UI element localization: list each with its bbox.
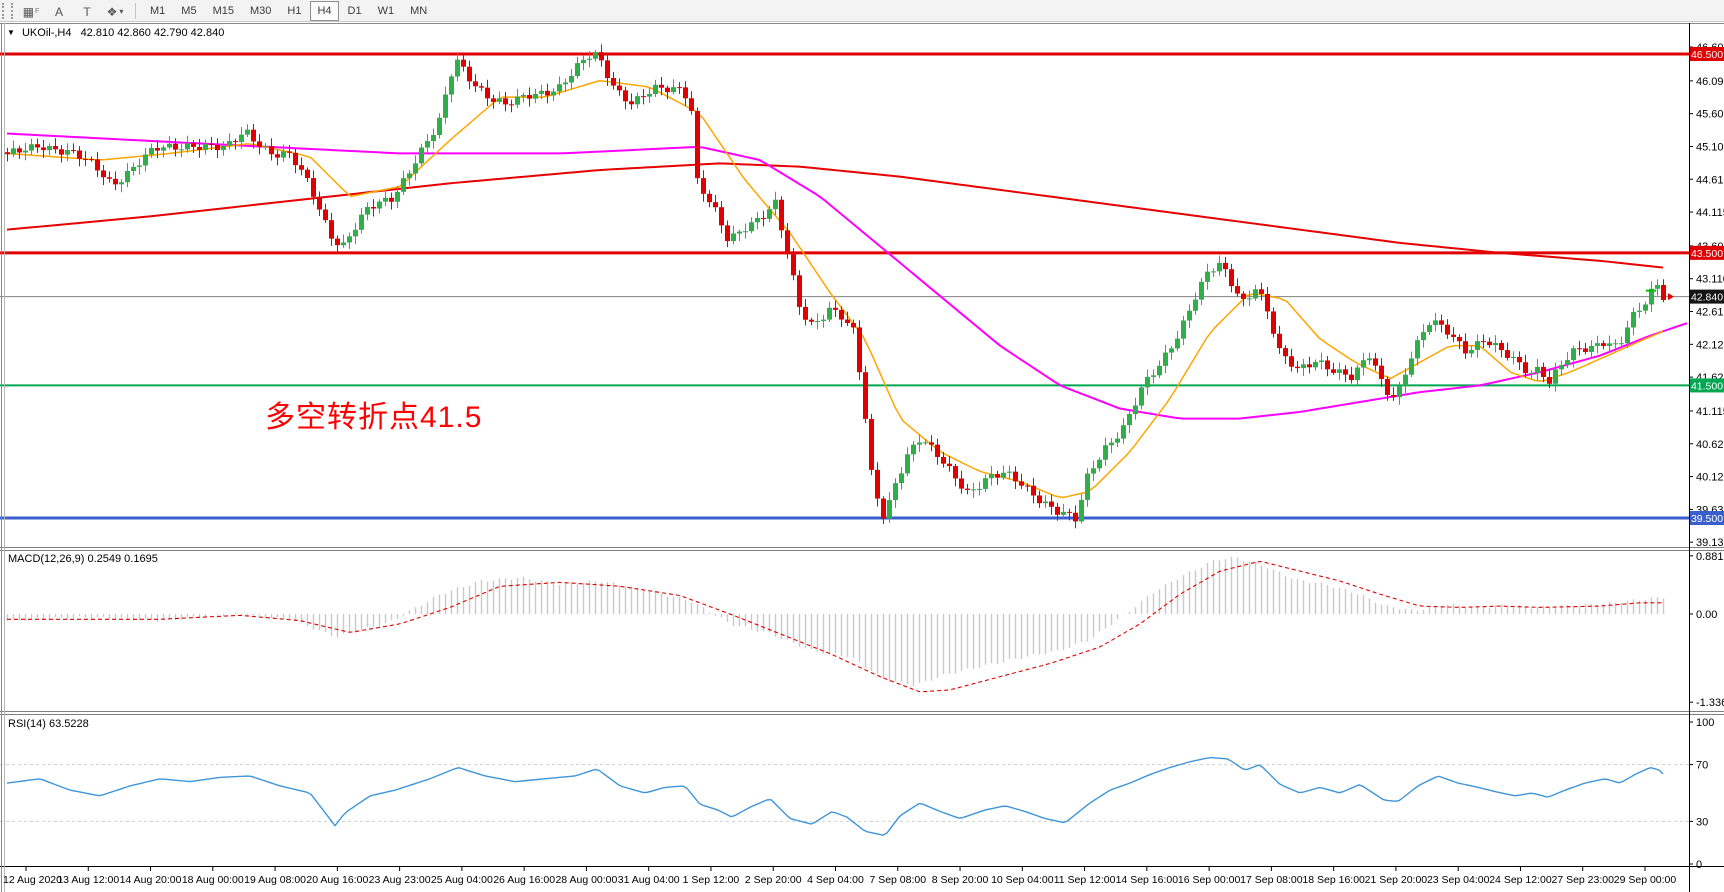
svg-text:46.095: 46.095: [1696, 76, 1724, 88]
svg-text:-1.3368: -1.3368: [1696, 697, 1724, 709]
timeframe-button-h4[interactable]: H4: [310, 0, 339, 21]
svg-text:19 Aug 08:00: 19 Aug 08:00: [244, 874, 306, 886]
toolbar-tools-group: ▦ F A T ❖ ▾: [17, 2, 129, 20]
svg-text:4 Sep 04:00: 4 Sep 04:00: [807, 874, 864, 886]
timeframe-button-mn[interactable]: MN: [410, 4, 428, 17]
svg-text:43.500: 43.500: [1691, 248, 1723, 260]
ma-fast-orange: [6, 80, 1664, 499]
svg-text:16 Sep 00:00: 16 Sep 00:00: [1178, 874, 1241, 886]
svg-text:11 Sep 12:00: 11 Sep 12:00: [1054, 874, 1116, 886]
svg-text:30: 30: [1696, 816, 1708, 828]
svg-text:28 Aug 00:00: 28 Aug 00:00: [555, 874, 617, 886]
timeframe-button-w1[interactable]: W1: [377, 4, 395, 17]
svg-text:2 Sep 20:00: 2 Sep 20:00: [745, 874, 802, 886]
svg-text:46.500: 46.500: [1691, 49, 1723, 61]
svg-text:45.105: 45.105: [1696, 141, 1724, 153]
svg-text:70: 70: [1696, 760, 1708, 772]
shapes-tool-icon[interactable]: ❖ ▾: [106, 4, 124, 19]
macd-pane[interactable]: [6, 556, 1665, 693]
chart-annotation-text: 多空转折点41.5: [265, 401, 483, 434]
candlesticks: [5, 44, 1666, 529]
svg-text:23 Sep 04:00: 23 Sep 04:00: [1427, 874, 1490, 886]
svg-text:10 Sep 04:00: 10 Sep 04:00: [991, 874, 1054, 886]
timeframe-button-h1[interactable]: H1: [287, 4, 302, 17]
text-tool-icon[interactable]: T: [83, 4, 91, 19]
svg-text:26 Aug 16:00: 26 Aug 16:00: [493, 874, 555, 886]
svg-text:41.500: 41.500: [1691, 380, 1723, 392]
timeframe-button-m5[interactable]: M5: [181, 4, 197, 17]
timeframe-button-m1[interactable]: M1: [150, 4, 166, 17]
svg-text:41.115: 41.115: [1696, 406, 1724, 418]
ma-mid-magenta: [6, 132, 1688, 420]
timeframe-button-m30[interactable]: M30: [249, 4, 272, 17]
svg-text:14 Aug 20:00: 14 Aug 20:00: [120, 874, 182, 886]
svg-text:42.840: 42.840: [1691, 292, 1723, 304]
chart-grid-tool-icon[interactable]: ▦ F: [22, 4, 40, 19]
rsi-indicator-label: RSI(14) 63.5228: [8, 718, 89, 730]
svg-text:43.110: 43.110: [1696, 274, 1724, 286]
svg-text:12 Aug 2020: 12 Aug 2020: [3, 874, 62, 886]
collapse-arrow-icon[interactable]: ▼: [7, 28, 15, 37]
ma-slow-red: [6, 162, 1664, 269]
svg-text:44.115: 44.115: [1696, 207, 1724, 219]
svg-text:39.500: 39.500: [1691, 513, 1723, 525]
macd-signal-line: [7, 560, 1664, 693]
svg-text:8 Sep 20:00: 8 Sep 20:00: [932, 874, 989, 886]
rsi-line: [6, 756, 1664, 836]
svg-text:18 Sep 16:00: 18 Sep 16:00: [1302, 874, 1365, 886]
svg-text:20 Aug 16:00: 20 Aug 16:00: [306, 874, 368, 886]
svg-text:21 Sep 20:00: 21 Sep 20:00: [1365, 874, 1428, 886]
price-axis[interactable]: 46.60546.09545.60045.10544.61044.11543.6…: [1689, 42, 1724, 549]
svg-text:0.8812: 0.8812: [1696, 551, 1724, 563]
timeframe-button-m15[interactable]: M15: [212, 4, 234, 17]
svg-text:0.00: 0.00: [1696, 609, 1717, 621]
toolbar-separator: [135, 2, 136, 19]
svg-text:45.600: 45.600: [1696, 109, 1724, 121]
chart-title: ▼ UKOil-,H4 42.810 42.860 42.790 42.840: [7, 27, 224, 39]
svg-text:23 Aug 23:00: 23 Aug 23:00: [369, 874, 431, 886]
svg-text:18 Aug 00:00: 18 Aug 00:00: [182, 874, 244, 886]
svg-text:29 Sep 00:00: 29 Sep 00:00: [1614, 874, 1677, 886]
svg-text:31 Aug 04:00: 31 Aug 04:00: [618, 874, 680, 886]
macd-indicator-label: MACD(12,26,9) 0.2549 0.1695: [8, 553, 158, 565]
rsi-pane[interactable]: [0, 756, 1689, 836]
svg-text:100: 100: [1696, 717, 1714, 729]
svg-text:17 Sep 08:00: 17 Sep 08:00: [1240, 874, 1303, 886]
svg-text:40.125: 40.125: [1696, 472, 1724, 484]
toolbar-drag-handle[interactable]: [2, 2, 13, 19]
svg-text:0: 0: [1696, 859, 1702, 871]
timeframe-button-group: M1 M5 M15 M30 H1 H4 D1 W1 MN: [142, 0, 435, 21]
svg-text:1 Sep 12:00: 1 Sep 12:00: [683, 874, 740, 886]
toolbar: ▦ F A T ❖ ▾ M1 M5 M15 M30 H1 H4 D1 W1 MN: [0, 0, 1724, 22]
svg-text:7 Sep 08:00: 7 Sep 08:00: [869, 874, 926, 886]
svg-text:40.620: 40.620: [1696, 439, 1724, 451]
svg-text:27 Sep 23:00: 27 Sep 23:00: [1551, 874, 1614, 886]
last-price-arrow-icon: [1668, 293, 1674, 301]
svg-text:24 Sep 12:00: 24 Sep 12:00: [1489, 874, 1552, 886]
svg-text:42.615: 42.615: [1696, 307, 1724, 319]
svg-text:44.610: 44.610: [1696, 174, 1724, 186]
main-price-pane[interactable]: [0, 44, 1689, 529]
arrow-tool-icon[interactable]: A: [54, 4, 63, 19]
svg-text:25 Aug 04:00: 25 Aug 04:00: [431, 874, 493, 886]
svg-text:42.120: 42.120: [1696, 339, 1724, 351]
svg-text:13 Aug 12:00: 13 Aug 12:00: [57, 874, 119, 886]
ohlc-values: 42.810 42.860 42.790 42.840: [80, 27, 225, 39]
timeframe-button-d1[interactable]: D1: [347, 4, 362, 17]
svg-text:39.135: 39.135: [1696, 537, 1724, 549]
svg-text:14 Sep 16:00: 14 Sep 16:00: [1116, 874, 1179, 886]
symbol-period-label: UKOil-,H4: [21, 27, 72, 39]
